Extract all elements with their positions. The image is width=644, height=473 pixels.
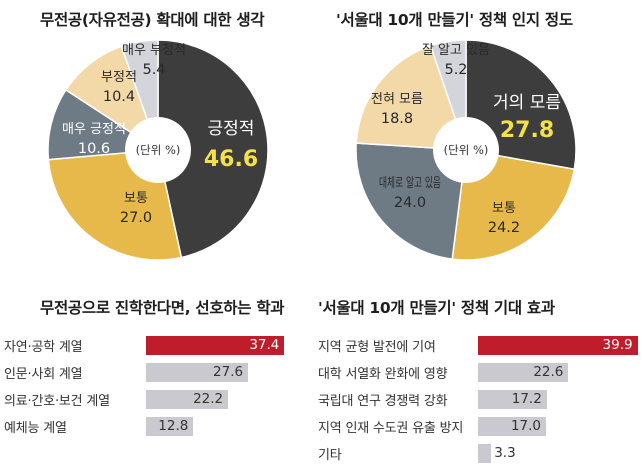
bar-value-label: 17.0 <box>510 418 541 434</box>
pie-unit-label: (단위 %) <box>444 143 489 157</box>
slice-value-positive: 46.6 <box>204 147 258 172</box>
bar-value-label: 3.3 <box>494 445 516 461</box>
pie-chart-opinion: (단위 %) 긍정적 46.6 보통 27.0 매우 긍정적 10.6 부정적 … <box>47 39 269 261</box>
slice-label-negative: 부정적 <box>101 70 137 85</box>
slice-value-very-positive: 10.6 <box>78 141 110 157</box>
bar-row: 지역 인재 수도권 유출 방지 17.0 <box>318 417 638 437</box>
pie-chart-awareness: (단위 %) 거의 모름 27.8 보통 24.2 대체로 알고 있음 24.0… <box>355 39 577 261</box>
bar-category-label: 국립대 연구 경쟁력 강화 <box>318 394 448 409</box>
slice-value-mostly-know: 24.0 <box>394 195 426 211</box>
slice-label-very-positive: 매우 긍정적 <box>62 122 126 137</box>
bar-category-label: 인문·사회 계열 <box>4 367 83 382</box>
bar-row: 기타 3.3 <box>318 444 638 464</box>
pie-slice-0 <box>157 39 269 259</box>
pie-unit-label: (단위 %) <box>136 143 181 157</box>
pie-slice-2 <box>355 142 467 260</box>
bar <box>478 444 492 463</box>
slice-value-not-know: 18.8 <box>381 111 413 127</box>
slice-value-hardly-know: 27.8 <box>500 118 554 143</box>
bar-chart-expected-effect: 지역 균형 발전에 기여 39.9 대학 서열화 완화에 영향 22.6 국립대 연구 … <box>318 336 638 466</box>
slice-label-not-know: 전혀 모름 <box>371 92 423 107</box>
bar-chart-preferred-major: 자연·공학 계열 37.4 인문·사회 계열 27.6 의료·간호·보건 계열 22.2 예… <box>4 336 304 446</box>
slice-label-neutral: 보통 <box>492 201 516 216</box>
pie-center-hole <box>125 117 191 183</box>
pie-slice-3 <box>64 45 160 152</box>
bar-category-label: 대학 서열화 완화에 영향 <box>318 367 448 382</box>
pie2-title: '서울대 10개 만들기' 정책 인지 정도 <box>336 11 573 29</box>
bar2-title: '서울대 10개 만들기' 정책 기대 효과 <box>318 299 555 317</box>
bar-row: 대학 서열화 완화에 영향 22.6 <box>318 363 638 383</box>
slice-label-positive: 긍정적 <box>208 119 255 139</box>
bar-value-label: 37.4 <box>249 337 280 353</box>
bar <box>146 390 229 409</box>
bar <box>146 417 194 436</box>
pie1-title: 무전공(자유전공) 확대에 대한 생각 <box>40 11 265 29</box>
pie-center-hole <box>433 117 499 183</box>
slice-label-know-well: 잘 알고 있음 <box>422 43 490 58</box>
bar-row: 예체능 계열 12.8 <box>4 417 294 437</box>
bar <box>478 363 569 382</box>
bar-category-label: 의료·간호·보건 계열 <box>4 394 110 409</box>
bar-category-label: 예체능 계열 <box>4 421 67 436</box>
bar <box>146 363 249 382</box>
bar-category-label: 지역 인재 수도권 유출 방지 <box>318 421 464 436</box>
bar-category-label: 지역 균형 발전에 기여 <box>318 340 436 355</box>
bar-value-label: 39.9 <box>602 337 633 353</box>
bar-value-label: 22.2 <box>193 391 224 407</box>
bar-category-label: 자연·공학 계열 <box>4 340 83 355</box>
slice-label-mostly-know: 대체로 알고 있음 <box>379 176 441 191</box>
bar1-title: 무전공으로 진학한다면, 선호하는 학과 <box>40 299 285 317</box>
bar-row: 인문·사회 계열 27.6 <box>4 363 294 383</box>
slice-label-very-negative: 매우 부정적 <box>122 43 186 58</box>
bar <box>478 417 546 436</box>
pie-slice-3 <box>355 44 468 151</box>
bar-value-label: 27.6 <box>213 364 244 380</box>
bar-value-label: 22.6 <box>533 364 564 380</box>
bar-value-label: 17.2 <box>511 391 542 407</box>
bar-row: 의료·간호·보건 계열 22.2 <box>4 390 294 410</box>
bar-row: 지역 균형 발전에 기여 39.9 <box>318 336 638 356</box>
bar <box>478 336 638 355</box>
bar-row: 국립대 연구 경쟁력 강화 17.2 <box>318 390 638 410</box>
slice-label-hardly-know: 거의 모름 <box>493 93 561 113</box>
bar <box>146 336 285 355</box>
slice-value-very-negative: 5.4 <box>142 62 165 78</box>
bar-value-label: 12.8 <box>158 418 189 434</box>
slice-label-neutral: 보통 <box>124 191 148 206</box>
bar <box>478 390 547 409</box>
slice-value-neutral: 27.0 <box>120 210 152 226</box>
bar-row: 자연·공학 계열 37.4 <box>4 336 294 356</box>
bar-category-label: 기타 <box>318 448 342 463</box>
slice-value-negative: 10.4 <box>103 89 135 105</box>
slice-value-know-well: 5.2 <box>444 62 467 78</box>
slice-value-neutral: 24.2 <box>488 220 520 236</box>
